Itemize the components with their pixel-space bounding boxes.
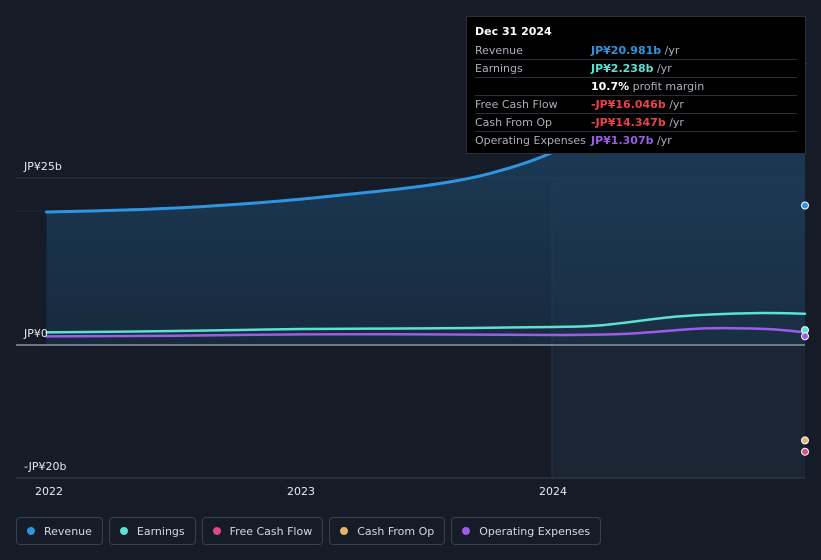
tooltip-label: Revenue bbox=[475, 44, 523, 57]
legend-dot-icon bbox=[119, 527, 128, 535]
x-tick-2022: 2022 bbox=[35, 485, 63, 498]
revenue-endpoint bbox=[801, 201, 809, 210]
free-cash-flow-endpoint bbox=[801, 447, 809, 456]
tooltip-row: Free Cash Flow -JP¥16.046b /yr bbox=[475, 96, 797, 114]
legend-label: Earnings bbox=[136, 524, 185, 538]
legend-label: Cash From Op bbox=[357, 524, 435, 538]
legend-dot-icon bbox=[340, 527, 349, 535]
tooltip-label: Earnings bbox=[475, 62, 523, 75]
y-label-bottom: -JP¥20b bbox=[24, 460, 66, 473]
tooltip-value: JP¥20.981b /yr bbox=[591, 44, 680, 57]
legend-dot-icon bbox=[212, 527, 221, 535]
y-label-zero: JP¥0 bbox=[23, 327, 48, 340]
legend-label: Operating Expenses bbox=[479, 524, 591, 538]
tooltip-row: Operating Expenses JP¥1.307b /yr bbox=[475, 132, 797, 149]
legend-dot-icon bbox=[462, 527, 471, 535]
legend-dot-icon bbox=[27, 527, 35, 535]
tooltip-row: Revenue JP¥20.981b /yr bbox=[475, 42, 797, 60]
tooltip-row: 10.7% profit margin bbox=[475, 78, 797, 96]
legend-item-operating-expenses[interactable]: Operating Expenses bbox=[451, 517, 602, 545]
tooltip-label: Operating Expenses bbox=[475, 134, 586, 147]
operating-expenses-endpoint bbox=[801, 332, 809, 341]
tooltip-value: 10.7% profit margin bbox=[591, 80, 705, 93]
legend-label: Free Cash Flow bbox=[229, 524, 313, 538]
tooltip-label: Free Cash Flow bbox=[475, 98, 558, 111]
earnings-line bbox=[45, 311, 807, 334]
tooltip-date: Dec 31 2024 bbox=[475, 25, 552, 38]
legend-item-earnings[interactable]: Earnings bbox=[108, 517, 196, 545]
operating-expenses-line bbox=[45, 326, 807, 338]
legend: Revenue Earnings Free Cash Flow Cash From O… bbox=[16, 517, 602, 545]
x-tick-2024: 2024 bbox=[539, 485, 567, 498]
tooltip-row: Earnings JP¥2.238b /yr bbox=[475, 60, 797, 78]
tooltip-value: JP¥2.238b /yr bbox=[591, 62, 672, 75]
tooltip-value: JP¥1.307b /yr bbox=[591, 134, 672, 147]
legend-label: Revenue bbox=[44, 524, 92, 538]
tooltip-value: -JP¥16.046b /yr bbox=[591, 98, 684, 111]
y-label-top: JP¥25b bbox=[23, 160, 62, 173]
tooltip-row: Cash From Op -JP¥14.347b /yr bbox=[475, 114, 797, 132]
tooltip-label: Cash From Op bbox=[475, 116, 553, 129]
legend-item-cash-from-op[interactable]: Cash From Op bbox=[329, 517, 446, 545]
tooltip-value: -JP¥14.347b /yr bbox=[591, 116, 684, 129]
legend-item-revenue[interactable]: Revenue bbox=[16, 517, 103, 545]
cash-from-op-endpoint bbox=[801, 436, 809, 445]
tooltip-label bbox=[475, 78, 591, 95]
tooltip: Dec 31 2024 Revenue JP¥20.981b /yr Earning… bbox=[466, 16, 806, 154]
x-tick-2023: 2023 bbox=[287, 485, 315, 498]
legend-item-free-cash-flow[interactable]: Free Cash Flow bbox=[201, 517, 324, 545]
